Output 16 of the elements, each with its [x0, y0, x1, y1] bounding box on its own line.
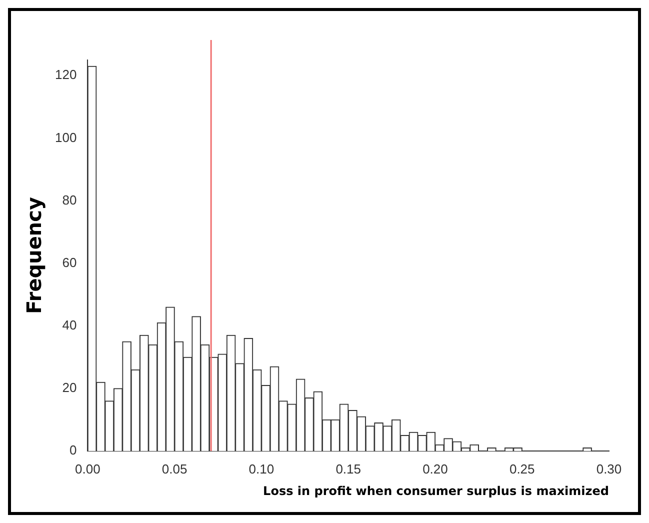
- y-tick-label: 120: [54, 67, 77, 82]
- x-axis-title: Loss in profit when consumer surplus is maximized: [263, 484, 609, 498]
- x-tick-label: 0.25: [509, 461, 535, 476]
- x-tick-label: 0.15: [336, 461, 361, 476]
- x-tick-label: 0.10: [248, 461, 274, 476]
- x-tick-label: 0.20: [422, 461, 448, 476]
- y-tick-label: 20: [62, 380, 77, 396]
- y-tick-label: 100: [54, 130, 77, 145]
- y-tick-label: 80: [62, 192, 77, 208]
- y-tick-label: 40: [62, 317, 77, 332]
- y-tick-label: 0: [69, 442, 77, 458]
- y-tick-label: 60: [62, 254, 77, 270]
- x-tick-label: 0.05: [162, 461, 188, 476]
- x-tick-label: 0.30: [596, 461, 622, 476]
- y-axis-title: Frequency: [22, 196, 46, 314]
- x-tick-label: 0.00: [75, 461, 100, 476]
